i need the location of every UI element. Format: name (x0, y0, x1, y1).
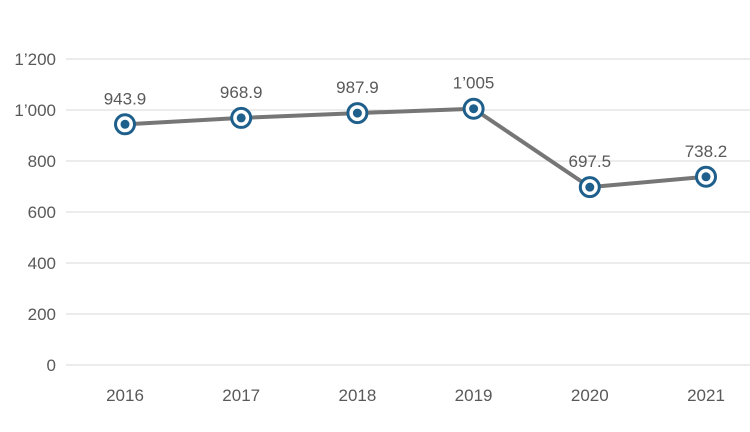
x-tick-label: 2020 (571, 386, 609, 405)
x-tick-label: 2019 (455, 386, 493, 405)
y-tick-label: 400 (28, 254, 56, 273)
y-tick-label: 1’200 (14, 50, 56, 69)
data-point-dot (120, 119, 130, 129)
y-tick-label: 0 (47, 356, 56, 375)
x-tick-label: 2016 (106, 386, 144, 405)
data-point (578, 176, 601, 199)
data-label: 697.5 (569, 152, 612, 171)
x-tick-label: 2021 (687, 386, 725, 405)
data-point-dot (585, 182, 595, 192)
data-label: 968.9 (220, 83, 263, 102)
gridlines (66, 58, 750, 366)
data-label: 987.9 (336, 78, 379, 97)
data-point (462, 97, 485, 120)
series-line (123, 106, 708, 190)
data-point-dot (236, 113, 246, 123)
data-label: 943.9 (104, 89, 147, 108)
data-point-dot (701, 172, 711, 182)
series (114, 97, 717, 199)
data-labels: 943.9 968.9 987.9 1’005 697.5 738.2 (104, 74, 728, 171)
y-axis: 0 200 400 600 800 1’000 1’200 (14, 50, 56, 375)
x-tick-label: 2017 (222, 386, 260, 405)
data-label: 1’005 (453, 74, 495, 93)
data-point-dot (352, 108, 362, 118)
y-tick-label: 600 (28, 203, 56, 222)
y-tick-label: 800 (28, 152, 56, 171)
data-label: 738.2 (685, 142, 728, 161)
data-point (695, 165, 717, 188)
data-point (230, 106, 253, 129)
x-axis: 2016 2017 2018 2019 2020 2021 (106, 386, 725, 405)
data-point (114, 113, 136, 136)
data-point (346, 102, 369, 125)
data-point-dot (469, 104, 479, 114)
x-tick-label: 2018 (338, 386, 376, 405)
y-tick-label: 1’000 (14, 101, 56, 120)
y-tick-label: 200 (28, 305, 56, 324)
